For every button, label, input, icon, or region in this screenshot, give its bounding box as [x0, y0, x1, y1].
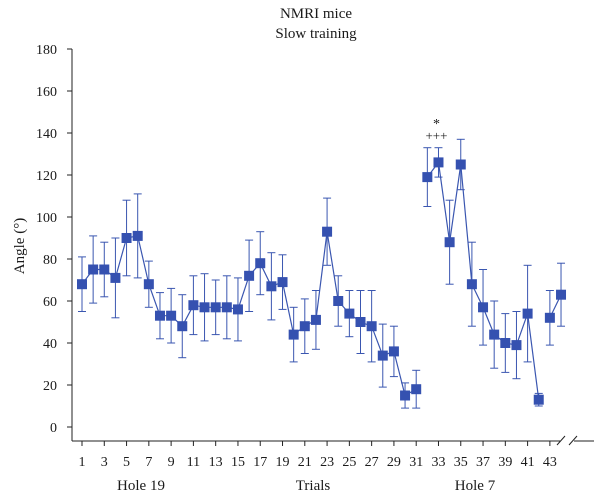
data-point — [232, 304, 243, 315]
data-point — [199, 302, 210, 313]
data-point — [411, 384, 422, 395]
data-point — [478, 302, 489, 313]
data-point — [355, 317, 366, 327]
data-point — [433, 157, 444, 168]
annotation-label: +++ — [425, 128, 447, 143]
x-tick-label: 23 — [320, 455, 334, 470]
x-tick-label: 15 — [231, 455, 245, 470]
data-point — [466, 279, 477, 290]
data-point — [522, 308, 533, 319]
x-tick-label: 13 — [209, 455, 223, 470]
y-tick-label: 60 — [43, 295, 57, 310]
data-point — [177, 321, 188, 332]
data-point — [511, 340, 522, 351]
x-ticks: 1 3 5 7 9 11 13 15 17 19 21 23 25 27 29 31 33 35 37 39 41 43 — [79, 441, 557, 470]
y-tick-label: 160 — [36, 85, 57, 100]
data-point — [422, 172, 433, 183]
data-point — [400, 390, 411, 401]
data-point — [110, 272, 121, 283]
axis-break-mark-left — [556, 435, 566, 446]
chart-subtitle: Slow training — [275, 26, 357, 42]
data-point — [88, 264, 99, 275]
data-point — [143, 279, 154, 290]
data-point — [388, 346, 399, 357]
x-tick-label: 43 — [543, 455, 557, 470]
series-layer — [77, 138, 567, 409]
data-point — [99, 264, 110, 275]
data-point — [556, 289, 567, 300]
data-point — [455, 159, 466, 170]
x-tick-label: 27 — [365, 455, 379, 470]
data-point — [266, 281, 277, 292]
data-point — [188, 300, 199, 311]
y-tick-label: 0 — [50, 421, 57, 436]
data-point — [310, 314, 321, 325]
x-tick-label: 33 — [431, 455, 445, 470]
x-tick-label: 39 — [498, 455, 512, 470]
data-point — [166, 310, 177, 321]
x-tick-label: 21 — [298, 455, 312, 470]
x-tick-label: 37 — [476, 455, 490, 470]
data-point — [366, 321, 377, 332]
data-point — [344, 308, 355, 319]
x-tick-label: 5 — [123, 455, 130, 470]
group-labels: Hole 19 Trials Hole 7 — [117, 478, 496, 494]
axis-break-mark-right — [568, 435, 578, 446]
data-point — [322, 226, 333, 237]
y-axis-label: Angle (°) — [12, 218, 28, 274]
x-tick-label: 9 — [168, 455, 175, 470]
chart-title: NMRI mice — [280, 6, 352, 22]
data-point — [377, 350, 388, 361]
data-point — [210, 302, 221, 313]
x-tick-label: 35 — [454, 455, 468, 470]
data-point — [299, 321, 310, 332]
y-tick-label: 20 — [43, 379, 57, 394]
group-label: Hole 7 — [455, 478, 496, 494]
x-tick-label: 11 — [187, 455, 200, 470]
data-point — [533, 394, 544, 405]
x-tick-label: 31 — [409, 455, 423, 470]
data-point — [489, 329, 500, 340]
data-point — [221, 302, 232, 313]
y-ticks: 0 20 40 60 80 100 120 140 160 180 — [36, 43, 72, 436]
group-label: Hole 19 — [117, 478, 165, 494]
data-point — [544, 312, 555, 323]
y-tick-label: 100 — [36, 211, 57, 226]
data-point — [444, 237, 455, 248]
y-tick-label: 120 — [36, 169, 57, 184]
x-tick-label: 25 — [342, 455, 356, 470]
x-tick-label: 41 — [521, 455, 535, 470]
data-point — [244, 270, 255, 281]
group-label: Trials — [296, 478, 331, 494]
y-tick-label: 80 — [43, 253, 57, 268]
data-point — [277, 277, 288, 288]
annotations-layer: *+++ — [425, 117, 447, 143]
x-tick-label: 17 — [253, 455, 267, 470]
data-point — [132, 230, 143, 241]
x-tick-label: 19 — [276, 455, 290, 470]
data-point — [154, 310, 165, 321]
x-tick-label: 3 — [101, 455, 108, 470]
y-tick-label: 40 — [43, 337, 57, 352]
data-point — [255, 258, 266, 269]
y-tick-label: 140 — [36, 127, 57, 142]
x-tick-label: 29 — [387, 455, 401, 470]
data-point — [77, 279, 87, 290]
data-point — [333, 296, 344, 306]
x-tick-label: 1 — [79, 455, 86, 470]
data-point — [121, 233, 132, 243]
x-tick-label: 7 — [145, 455, 152, 470]
data-point — [288, 329, 299, 340]
annotation-label: * — [433, 117, 440, 132]
y-tick-label: 180 — [36, 43, 57, 58]
data-point — [500, 338, 511, 348]
